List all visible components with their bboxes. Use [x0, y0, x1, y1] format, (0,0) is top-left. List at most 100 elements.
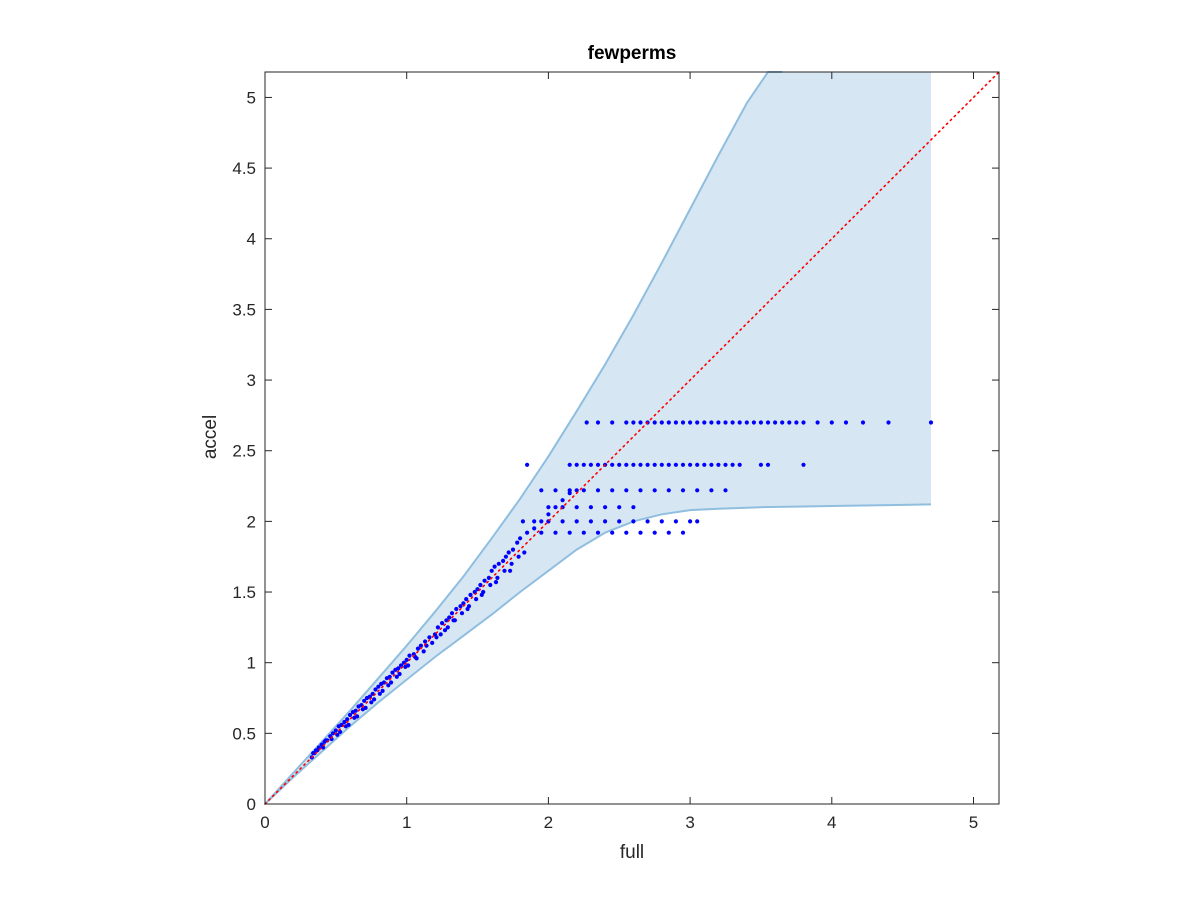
data-point	[666, 488, 671, 493]
data-point	[765, 462, 771, 467]
data-point	[394, 674, 399, 679]
data-point	[886, 420, 891, 425]
data-point	[659, 420, 664, 425]
data-point	[730, 462, 735, 467]
y-tick-label: 4	[247, 230, 256, 249]
data-point	[342, 719, 347, 725]
data-point	[688, 462, 693, 467]
data-point	[464, 597, 469, 602]
data-point	[716, 462, 721, 467]
data-point	[624, 488, 629, 493]
data-point	[390, 670, 395, 675]
data-point	[522, 550, 527, 555]
data-point	[386, 683, 391, 688]
data-point	[380, 688, 385, 694]
y-tick-label: 1	[247, 654, 256, 673]
data-point	[702, 462, 707, 467]
data-point	[829, 420, 834, 425]
data-point	[369, 700, 374, 705]
data-point	[716, 420, 721, 425]
data-point	[468, 592, 473, 598]
data-point	[546, 505, 551, 510]
axes: 0 1 2 3 4 5 0 0.5 1 1.5 2 2.5 3 3.5 4 4.5 5	[232, 71, 1000, 832]
data-point	[430, 640, 435, 646]
data-point	[474, 597, 479, 602]
data-point	[638, 530, 643, 535]
data-point	[389, 680, 394, 685]
data-point	[617, 519, 622, 524]
x-tick-label: 1	[402, 813, 411, 832]
data-point	[695, 488, 700, 493]
data-point	[574, 519, 579, 524]
confidence-band	[265, 72, 931, 804]
data-point	[496, 561, 501, 566]
data-point	[438, 632, 443, 637]
data-point	[427, 635, 432, 640]
data-point	[638, 488, 643, 493]
data-point	[603, 505, 608, 510]
data-point	[407, 653, 412, 658]
data-point	[360, 707, 365, 712]
data-point	[688, 420, 693, 425]
data-point	[451, 618, 456, 623]
data-point	[928, 420, 934, 425]
data-point	[418, 643, 423, 648]
data-point	[435, 625, 440, 630]
data-point	[509, 561, 514, 566]
data-point	[765, 420, 771, 425]
data-point	[794, 420, 799, 425]
data-point	[525, 530, 530, 535]
data-point	[525, 462, 530, 467]
x-axis-label: full	[620, 842, 644, 863]
data-point	[353, 708, 358, 713]
data-point	[673, 519, 679, 524]
data-point	[709, 462, 714, 467]
data-point	[709, 420, 714, 425]
data-point	[780, 420, 785, 425]
data-point	[588, 462, 594, 467]
data-point	[492, 564, 497, 569]
data-point	[567, 530, 572, 535]
y-tick-label: 0	[247, 795, 256, 814]
data-point	[454, 606, 459, 612]
data-point	[617, 462, 622, 467]
data-point	[723, 462, 728, 467]
data-point	[518, 536, 523, 541]
data-point	[553, 530, 558, 535]
data-point	[347, 712, 353, 718]
data-point	[581, 462, 586, 467]
data-point	[659, 519, 664, 524]
data-point	[482, 578, 487, 583]
data-point	[449, 611, 455, 616]
data-point	[574, 462, 579, 467]
x-tick-label: 5	[969, 813, 978, 832]
data-point	[560, 498, 565, 503]
data-point	[516, 554, 521, 559]
data-point	[645, 519, 650, 524]
x-tick-label: 3	[685, 813, 694, 832]
data-point	[595, 488, 601, 493]
data-point	[447, 615, 452, 620]
data-point	[478, 582, 483, 588]
data-point	[532, 519, 537, 524]
axes-box	[264, 71, 1000, 805]
y-tick-label: 1.5	[232, 583, 256, 602]
data-point	[744, 420, 749, 425]
data-point	[702, 420, 707, 425]
y-tick-label: 2.5	[232, 442, 256, 461]
data-point	[440, 621, 445, 626]
data-point	[508, 568, 513, 573]
data-point	[610, 420, 615, 425]
data-point	[503, 554, 508, 559]
data-point	[680, 530, 686, 535]
data-point	[652, 420, 657, 425]
data-point	[815, 420, 820, 425]
data-point	[666, 530, 671, 535]
y-tick-label: 2	[247, 512, 256, 531]
data-point	[610, 462, 615, 467]
data-point	[376, 684, 381, 689]
data-point	[638, 420, 643, 425]
data-point	[515, 540, 520, 545]
data-point	[666, 462, 671, 467]
data-point	[372, 697, 377, 702]
